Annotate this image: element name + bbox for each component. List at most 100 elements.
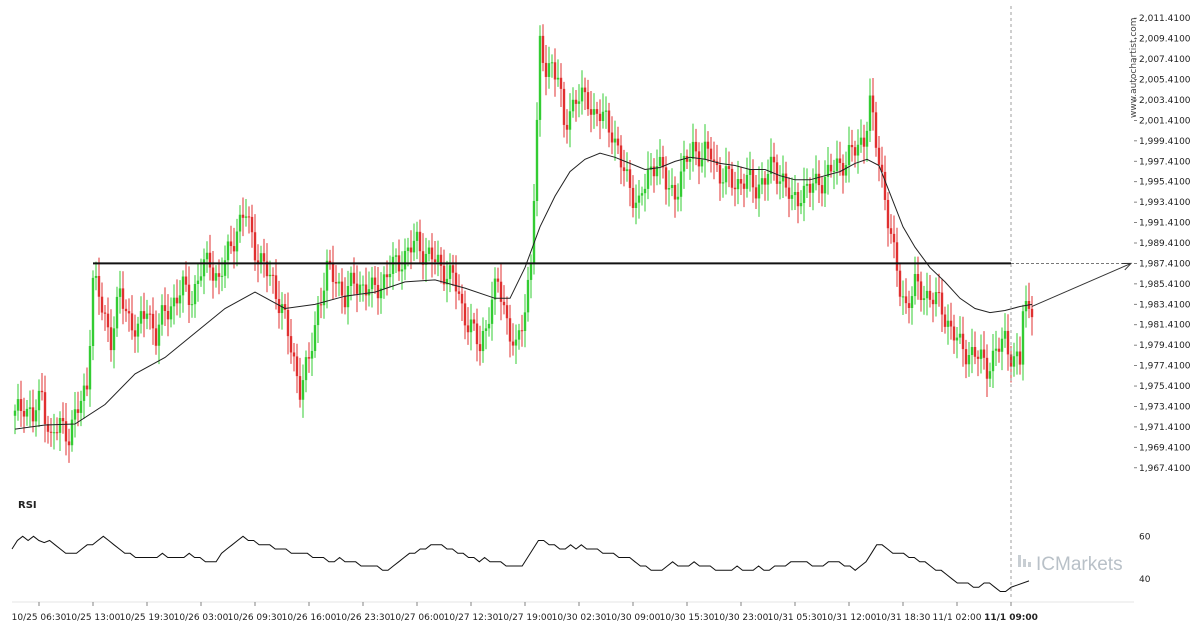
candle-body xyxy=(364,284,368,296)
candle-body xyxy=(946,320,950,327)
candle-body xyxy=(418,231,422,252)
candle-body xyxy=(121,288,125,309)
moving-average-line xyxy=(14,152,1033,430)
candle-body xyxy=(475,323,479,345)
candle-body xyxy=(118,288,122,297)
candle-body xyxy=(622,167,626,172)
candle-body xyxy=(526,279,530,313)
candle-body xyxy=(436,254,440,263)
candle-body xyxy=(106,313,110,328)
candle-body xyxy=(430,247,434,260)
rsi-tick-label: 60 xyxy=(1139,532,1151,542)
candle-body xyxy=(424,253,428,265)
candle-body xyxy=(454,272,458,292)
candle-body xyxy=(193,283,197,305)
candle-body xyxy=(742,183,746,189)
candle-body xyxy=(709,148,713,160)
y-tick-label: 1,987.4100 xyxy=(1139,259,1191,269)
x-tick-label: 10/26 03:00 xyxy=(174,613,229,623)
candle-body xyxy=(727,166,731,169)
candle-body xyxy=(928,290,932,300)
candle-body xyxy=(61,418,65,422)
candle-body xyxy=(817,173,821,186)
candle-body xyxy=(550,62,554,64)
x-tick-label: 10/25 13:00 xyxy=(66,613,121,623)
candle-body xyxy=(874,112,878,148)
candle-body xyxy=(325,260,329,291)
candle-body xyxy=(412,240,416,253)
candle-body xyxy=(415,231,419,241)
candle-body xyxy=(898,270,902,297)
candle-body xyxy=(625,169,629,172)
candle-body xyxy=(382,274,386,289)
candle-body xyxy=(781,173,785,182)
candle-body xyxy=(586,92,590,110)
candle-body xyxy=(679,171,683,197)
candle-body xyxy=(334,281,338,284)
candle-body xyxy=(322,290,326,306)
candle-body xyxy=(841,162,845,176)
x-tick-label: 10/26 16:00 xyxy=(282,613,337,623)
candle-body xyxy=(538,35,542,120)
candle-body xyxy=(826,164,830,177)
candle-body xyxy=(601,111,605,122)
candle-body xyxy=(124,308,128,312)
candle-body xyxy=(589,109,593,115)
candle-body xyxy=(517,330,521,340)
candle-body xyxy=(187,284,191,305)
candle-body xyxy=(628,169,632,188)
candle-body xyxy=(631,187,635,208)
candle-body xyxy=(802,185,806,203)
candle-body xyxy=(280,304,284,314)
candle-body xyxy=(655,166,659,177)
candle-body xyxy=(148,313,152,315)
candle-body xyxy=(955,337,959,341)
candle-body xyxy=(505,305,509,319)
candle-body xyxy=(811,183,815,193)
candle-body xyxy=(610,132,614,143)
candle-body xyxy=(238,214,242,232)
candle-body xyxy=(856,144,860,156)
x-tick-label: 10/27 19:00 xyxy=(498,613,553,623)
candle-body xyxy=(991,350,995,372)
x-tick-label: 10/25 06:30 xyxy=(12,613,67,623)
x-tick-label: 10/25 19:30 xyxy=(120,613,175,623)
candle-body xyxy=(907,303,911,308)
candle-body xyxy=(46,424,50,432)
candle-body xyxy=(808,183,812,193)
candle-body xyxy=(130,313,134,331)
candle-body xyxy=(904,296,908,304)
y-tick-label: 2,001.4100 xyxy=(1139,116,1191,126)
candle-body xyxy=(190,304,194,306)
candle-body xyxy=(439,254,443,266)
candle-body xyxy=(850,144,854,148)
y-tick-label: 1,993.4100 xyxy=(1139,198,1191,208)
candle-body xyxy=(25,408,29,417)
candle-body xyxy=(463,303,467,326)
candle-body xyxy=(592,109,596,115)
candle-body xyxy=(409,247,413,253)
candle-body xyxy=(109,327,113,351)
candle-body xyxy=(901,296,905,298)
candle-body xyxy=(661,156,665,168)
candle-body xyxy=(685,155,689,162)
candle-body xyxy=(658,156,662,167)
candle-body xyxy=(616,138,620,146)
y-tick-label: 1,975.4100 xyxy=(1139,382,1191,392)
candle-body xyxy=(835,158,839,171)
candle-body xyxy=(547,63,551,77)
candle-body xyxy=(202,259,206,277)
candlestick-series xyxy=(13,24,1034,463)
candle-body xyxy=(277,298,281,314)
candle-body xyxy=(649,166,653,170)
candle-body xyxy=(541,35,545,63)
candle-body xyxy=(823,176,827,194)
candle-body xyxy=(247,216,251,218)
candle-body xyxy=(370,277,374,290)
candle-body xyxy=(142,311,146,319)
candle-body xyxy=(793,191,797,196)
moving-average-path xyxy=(14,152,1033,430)
candle-body xyxy=(595,109,599,114)
candle-body xyxy=(865,130,869,147)
x-tick-label: 10/30 23:00 xyxy=(714,613,769,623)
